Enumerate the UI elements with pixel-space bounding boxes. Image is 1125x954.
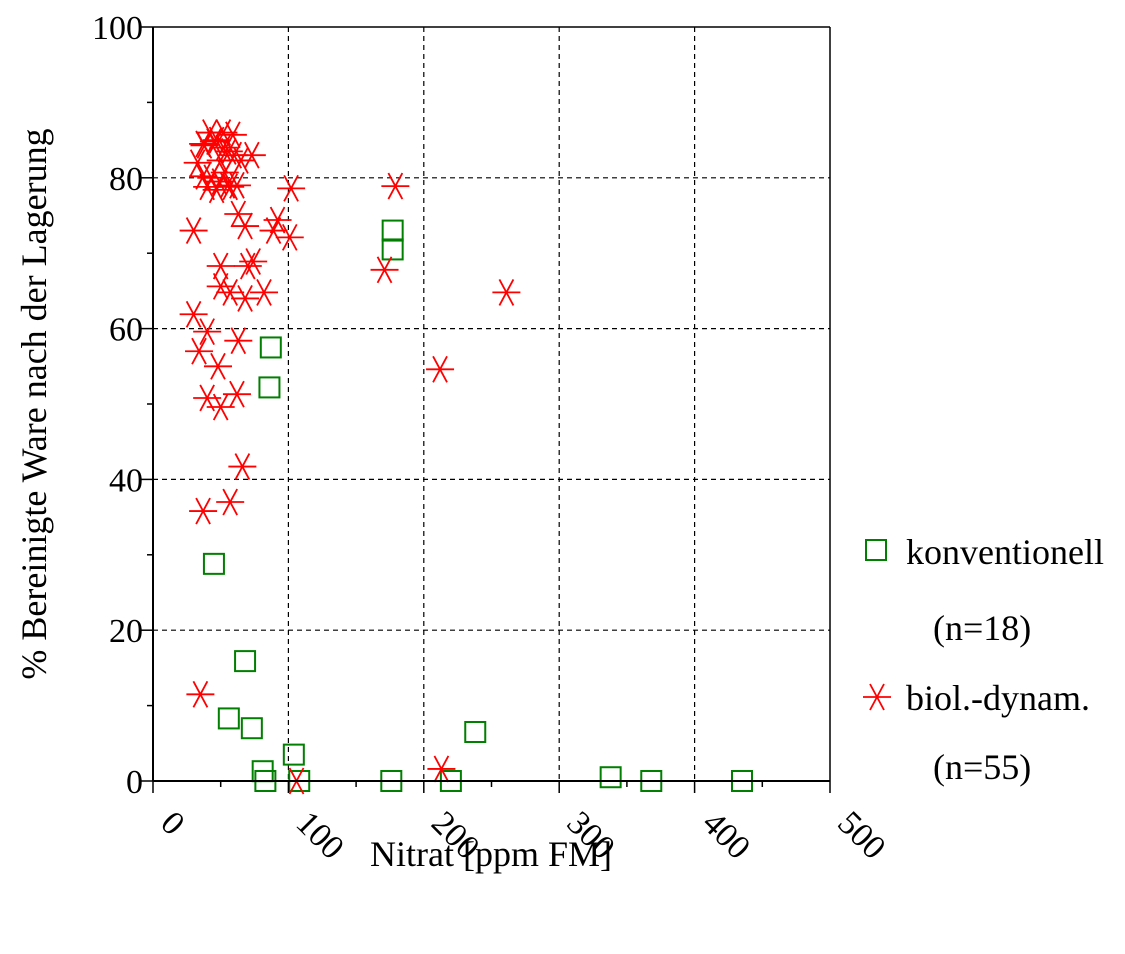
biol-dynam-point (216, 488, 245, 516)
biol-dynam-point (237, 141, 266, 169)
biol-dynam-point (227, 147, 256, 174)
biol-dynam-point (189, 497, 218, 525)
grid-lines (153, 27, 830, 781)
y-tick-label: 20 (109, 613, 143, 650)
konventionell-point (202, 552, 225, 575)
biol-dynam-point (228, 453, 257, 481)
biol-dynam-point (206, 272, 235, 300)
konventionell-point (381, 219, 404, 242)
biol-dynam-point (222, 171, 251, 199)
legend-count-biol-dynam: (n=55) (933, 747, 1031, 787)
y-tick-label: 100 (92, 10, 143, 47)
y-tick-label: 80 (109, 161, 143, 198)
x-tick-label: 0 (153, 804, 191, 842)
biol-dynam-point (426, 355, 455, 383)
legend: konventionell (n=18) biol.-dynam. (n=55) (863, 532, 1104, 787)
x-tick-label: 400 (695, 804, 757, 866)
legend-item-biol-dynam: biol.-dynam. (n=55) (863, 678, 1090, 787)
biol-dynam-point (193, 318, 222, 346)
legend-label-biol-dynam: biol.-dynam. (906, 678, 1090, 718)
biol-dynam-point (275, 223, 304, 251)
biol-dynam-point (224, 200, 253, 228)
y-tick-label: 40 (109, 462, 143, 499)
konventionell-point (464, 720, 487, 743)
biol-dynam-point (381, 172, 410, 200)
biol-dynam-point (231, 285, 260, 312)
axis-ticks (141, 26, 831, 793)
biol-dynam-point (277, 174, 306, 202)
biol-dynam-point (186, 680, 215, 708)
biol-dynam-point (189, 130, 218, 158)
y-axis-title: % Bereinigte Ware nach der Lagerung (14, 128, 54, 679)
legend-label-konventionell: konventionell (906, 532, 1104, 572)
biol-dynam-point (370, 256, 399, 284)
biol-dynam-point (263, 206, 292, 234)
biol-dynam-point (183, 149, 212, 177)
x-tick-label: 500 (830, 804, 892, 866)
biol-dynam-point (203, 352, 232, 380)
legend-count-konventionell: (n=18) (933, 608, 1031, 648)
biol-dynam-point (250, 278, 279, 306)
biol-dynam-point (179, 217, 208, 245)
legend-asterisk-icon (863, 683, 891, 711)
konventionell-point (381, 238, 404, 261)
biol-dynam-point (222, 380, 251, 408)
konventionell-point (282, 743, 305, 766)
biol-dynam-point (206, 252, 235, 280)
biol-dynam-point (185, 337, 214, 365)
konventionell-point (599, 766, 622, 789)
konventionell-point (258, 376, 281, 399)
legend-item-konventionell: konventionell (n=18) (865, 532, 1104, 648)
konventionell-point (240, 717, 263, 740)
y-tick-label: 60 (109, 312, 143, 349)
biol-dynam-point (179, 300, 208, 328)
biol-dynam-point (216, 278, 245, 306)
biol-dynam-point (216, 173, 245, 201)
x-axis-title: Nitrat [ppm FM] (370, 834, 612, 874)
y-tick-label: 0 (126, 764, 143, 801)
biol-dynam-point (224, 327, 253, 355)
biol-dynam-point (233, 252, 262, 280)
x-tick-label: 100 (289, 804, 351, 866)
legend-square-icon (865, 539, 887, 561)
konventionell-point (259, 336, 282, 359)
data-points (179, 119, 753, 795)
konventionell-point (234, 650, 257, 673)
konventionell-point (217, 707, 240, 730)
biol-dynam-point (209, 119, 238, 146)
biol-dynam-point (239, 248, 268, 275)
biol-dynam-point (492, 278, 521, 306)
biol-dynam-point (427, 755, 456, 783)
biol-dynam-point (202, 126, 231, 154)
biol-dynam-point (209, 134, 238, 162)
